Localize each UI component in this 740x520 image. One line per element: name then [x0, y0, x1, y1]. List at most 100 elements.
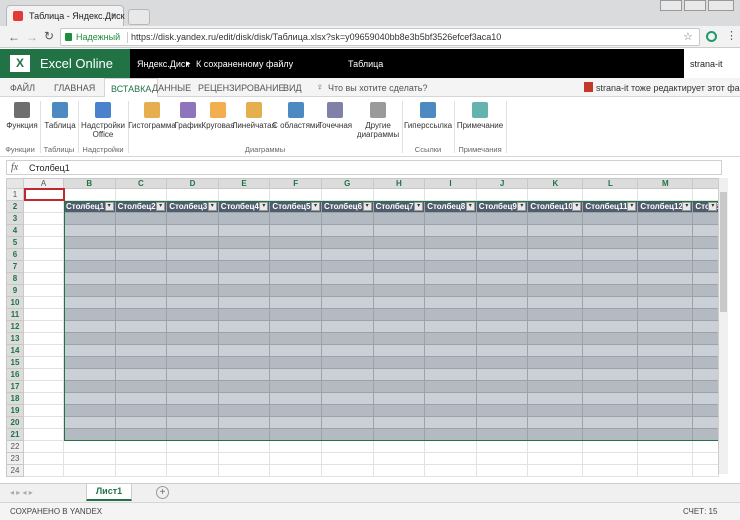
cell[interactable] — [218, 357, 271, 369]
cell[interactable] — [583, 345, 639, 357]
cell[interactable] — [322, 465, 374, 477]
cell[interactable] — [638, 405, 694, 417]
cell[interactable] — [425, 357, 477, 369]
cell[interactable] — [270, 297, 322, 309]
ribbon-tab[interactable]: ГЛАВНАЯ — [54, 83, 96, 93]
cell[interactable] — [528, 465, 584, 477]
cell[interactable] — [64, 237, 116, 249]
cell[interactable] — [115, 309, 168, 321]
cell[interactable] — [24, 213, 64, 225]
cell[interactable] — [115, 189, 168, 201]
cell[interactable] — [218, 237, 271, 249]
cell[interactable] — [322, 345, 374, 357]
ribbon-button[interactable]: Круговая — [201, 99, 235, 143]
cell[interactable] — [528, 405, 584, 417]
cell[interactable] — [528, 333, 584, 345]
ribbon-button[interactable]: Точечная — [316, 99, 354, 143]
cell[interactable] — [425, 441, 477, 453]
cell[interactable] — [693, 465, 720, 477]
column-header[interactable]: L — [583, 178, 639, 189]
cell[interactable] — [373, 333, 426, 345]
cell[interactable] — [583, 261, 639, 273]
row-header[interactable]: 1 — [6, 189, 24, 201]
row-header[interactable]: 5 — [6, 237, 24, 249]
cell[interactable] — [528, 309, 584, 321]
cell[interactable] — [64, 465, 116, 477]
cell[interactable] — [167, 369, 219, 381]
cell[interactable] — [638, 393, 694, 405]
cell[interactable] — [218, 441, 271, 453]
sheet-tab[interactable]: Лист1 — [86, 484, 132, 501]
cell[interactable] — [373, 249, 426, 261]
cell[interactable] — [638, 345, 694, 357]
add-sheet[interactable]: + — [156, 486, 169, 499]
cell[interactable] — [24, 405, 64, 417]
ribbon-tab[interactable]: ДАННЫЕ — [152, 83, 192, 93]
cell[interactable] — [583, 285, 639, 297]
cell[interactable] — [425, 465, 477, 477]
cell[interactable] — [373, 441, 426, 453]
scroll-thumb[interactable] — [720, 192, 727, 312]
cell[interactable] — [528, 417, 584, 429]
cell[interactable] — [583, 237, 639, 249]
cell[interactable] — [322, 237, 374, 249]
cell[interactable] — [476, 381, 529, 393]
cell[interactable] — [167, 237, 219, 249]
cell[interactable] — [115, 369, 168, 381]
back-link[interactable]: К сохраненному файлу — [196, 59, 294, 69]
cell[interactable] — [583, 273, 639, 285]
column-header[interactable]: F — [270, 178, 322, 189]
cell[interactable] — [476, 297, 529, 309]
cell[interactable] — [24, 285, 64, 297]
cell[interactable] — [24, 441, 64, 453]
cell[interactable] — [64, 417, 116, 429]
cell[interactable] — [528, 249, 584, 261]
user-name[interactable]: strana-it — [690, 59, 723, 69]
ribbon-button[interactable]: Гистограмма — [128, 99, 176, 143]
file-name[interactable]: Таблица — [348, 59, 384, 69]
cell[interactable] — [373, 357, 426, 369]
cell[interactable] — [115, 225, 168, 237]
cell[interactable] — [528, 273, 584, 285]
cell[interactable] — [638, 381, 694, 393]
row-header[interactable]: 9 — [6, 285, 24, 297]
cell[interactable] — [24, 453, 64, 465]
cell[interactable] — [270, 249, 322, 261]
browser-tab[interactable]: Таблица - Яндекс.Диск × — [6, 5, 125, 26]
cell[interactable] — [167, 213, 219, 225]
cell[interactable] — [218, 465, 271, 477]
cell[interactable] — [638, 213, 694, 225]
cell[interactable] — [528, 285, 584, 297]
row-header[interactable]: 7 — [6, 261, 24, 273]
cell[interactable] — [373, 213, 426, 225]
cell[interactable] — [218, 225, 271, 237]
column-header[interactable]: D — [167, 178, 219, 189]
cell[interactable] — [322, 189, 374, 201]
ribbon-tab[interactable]: ВСТАВКА — [104, 78, 159, 98]
cell[interactable] — [583, 417, 639, 429]
cell[interactable] — [270, 405, 322, 417]
maximize[interactable] — [684, 0, 706, 11]
ribbon-tab[interactable]: ФАЙЛ — [10, 83, 36, 93]
row-header[interactable]: 22 — [6, 441, 24, 453]
cell[interactable] — [24, 381, 64, 393]
filter-button[interactable]: ▾ — [708, 202, 718, 211]
cell[interactable] — [476, 249, 529, 261]
cell[interactable] — [583, 393, 639, 405]
cell[interactable] — [476, 333, 529, 345]
cell[interactable] — [24, 333, 64, 345]
cell[interactable] — [528, 369, 584, 381]
cell[interactable]: Столбец8 ▾ — [425, 201, 477, 213]
cell[interactable] — [218, 261, 271, 273]
cell[interactable] — [373, 417, 426, 429]
cell[interactable] — [24, 465, 64, 477]
cell[interactable] — [322, 225, 374, 237]
cell[interactable] — [425, 453, 477, 465]
cell[interactable] — [115, 237, 168, 249]
new-tab[interactable] — [128, 9, 150, 25]
cell[interactable] — [167, 441, 219, 453]
ribbon-button[interactable]: Функция — [4, 99, 40, 143]
cell[interactable] — [270, 453, 322, 465]
cell[interactable] — [638, 417, 694, 429]
cell[interactable] — [528, 357, 584, 369]
